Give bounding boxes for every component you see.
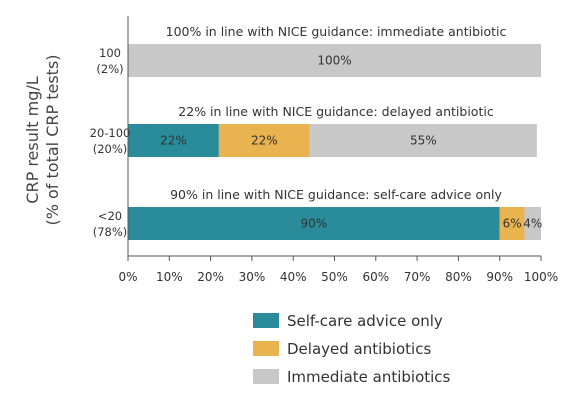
bar-annotation: 100% in line with NICE guidance: immedia… xyxy=(166,24,507,39)
category-share-label: (2%) xyxy=(96,62,123,76)
bar-value-label: 100% xyxy=(317,54,351,68)
y-axis-title-line: (% of total CRP tests) xyxy=(43,54,62,225)
x-tick-label: 0% xyxy=(118,270,137,284)
bar-value-label: 4% xyxy=(523,217,542,231)
x-tick-label: 50% xyxy=(321,270,348,284)
bar-value-labels: 100% 22% 22% 55% 90% 6% 4% xyxy=(160,54,542,231)
legend-swatch xyxy=(253,313,279,328)
bar-segment xyxy=(499,207,525,240)
x-tick-label: 80% xyxy=(445,270,472,284)
legend-swatch xyxy=(253,369,279,384)
category-annotations: 100% in line with NICE guidance: immedia… xyxy=(166,24,507,202)
y-axis-title-text: CRP result mg/L(% of total CRP tests) xyxy=(23,54,62,225)
bar-segment xyxy=(524,207,541,240)
bar-value-label: 6% xyxy=(503,217,522,231)
bar-segment xyxy=(128,207,500,240)
category-share-label: (20%) xyxy=(93,142,128,156)
bar-value-label: 90% xyxy=(301,217,328,231)
category-label: <20 xyxy=(98,209,122,223)
bar-segment xyxy=(128,44,541,77)
x-tick-label: 40% xyxy=(280,270,307,284)
bar-value-label: 22% xyxy=(160,134,187,148)
x-tick-label: 70% xyxy=(404,270,431,284)
bar-value-label: 22% xyxy=(251,134,278,148)
category-label: 20-100 xyxy=(90,126,131,140)
x-tick-label: 90% xyxy=(486,270,513,284)
bar-segment xyxy=(128,124,219,157)
x-tick-label: 20% xyxy=(197,270,224,284)
legend: Self-care advice only Delayed antibiotics… xyxy=(253,312,451,386)
bar-segment xyxy=(218,124,310,157)
x-tick-label: 10% xyxy=(156,270,183,284)
x-tick-label: 30% xyxy=(239,270,266,284)
category-labels: 100 (2%) 20-100 (20%) <20 (78%) xyxy=(90,46,131,239)
bar-value-label: 55% xyxy=(410,134,437,148)
legend-label: Immediate antibiotics xyxy=(287,368,451,386)
x-tick-label: 100% xyxy=(524,270,558,284)
y-axis-title: CRP result mg/L(% of total CRP tests) xyxy=(23,54,62,225)
x-axis-ticks: 0% 10% 20% 30% 40% 50% 60% 70% 80% 90% 100% xyxy=(118,256,558,284)
y-axis-title-line: CRP result mg/L xyxy=(23,76,42,204)
bar-segment xyxy=(309,124,537,157)
bar-annotation: 22% in line with NICE guidance: delayed … xyxy=(178,104,494,119)
category-label: 100 xyxy=(99,46,121,60)
x-tick-label: 60% xyxy=(362,270,389,284)
legend-label: Delayed antibiotics xyxy=(287,340,431,358)
bars xyxy=(128,44,541,240)
legend-label: Self-care advice only xyxy=(287,312,443,330)
legend-swatch xyxy=(253,341,279,356)
category-share-label: (78%) xyxy=(93,225,128,239)
bar-annotation: 90% in line with NICE guidance: self-car… xyxy=(170,187,502,202)
